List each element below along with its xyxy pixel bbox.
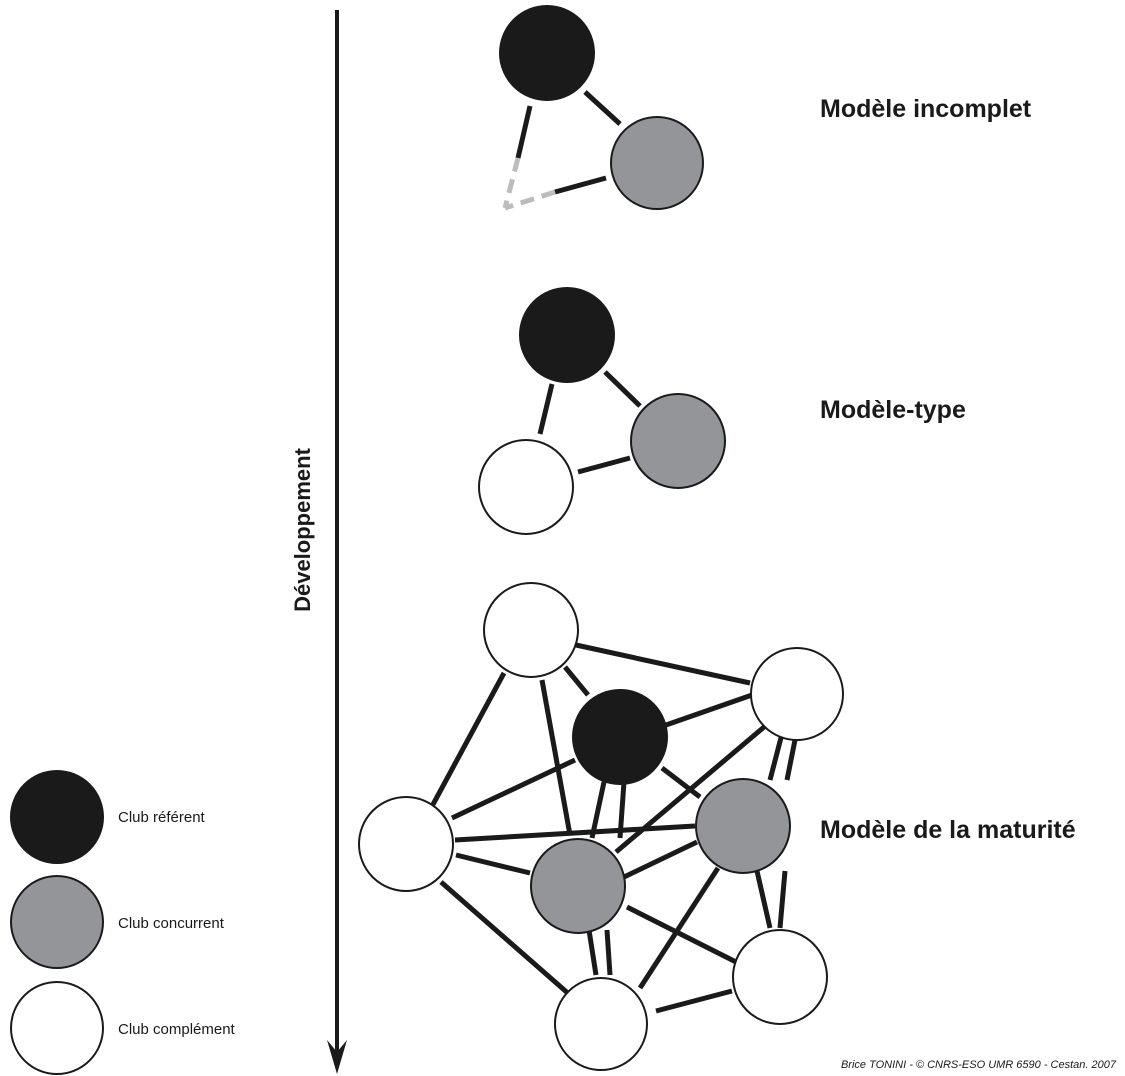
link-referent-concurrent — [603, 370, 642, 408]
legend-label-referent: Club référent — [118, 809, 206, 826]
club-referent-node — [519, 287, 615, 383]
club-referent-node — [572, 689, 668, 785]
model-title-maturite: Modèle de la maturité — [820, 816, 1076, 844]
axis-label: Développement — [290, 447, 315, 611]
link-referent-complement — [537, 383, 555, 435]
link-missing-dashed — [502, 157, 521, 209]
link — [665, 692, 753, 728]
link — [454, 823, 696, 843]
link — [575, 642, 751, 686]
model-incomplet: Modèle incomplet — [499, 5, 1032, 211]
club-concurrent-node — [695, 778, 791, 874]
club-concurrent-node — [610, 116, 704, 210]
link-referent-concurrent — [583, 90, 622, 126]
link — [450, 757, 577, 821]
link — [754, 870, 773, 929]
legend-swatch-referent — [10, 770, 104, 864]
link — [604, 929, 613, 976]
legend: Club référent Club concurrent Club compl… — [10, 770, 236, 1075]
axis-arrow-head — [327, 1040, 347, 1074]
link-missing-dashed-2 — [504, 189, 556, 211]
link — [455, 852, 531, 876]
club-complement-node — [483, 582, 579, 678]
club-complement-node — [358, 796, 454, 892]
club-complement-node — [750, 647, 844, 741]
legend-item-concurrent: Club concurrent — [10, 875, 225, 969]
link — [589, 781, 607, 839]
model-title-type: Modèle-type — [820, 396, 966, 424]
link — [655, 988, 733, 1014]
club-referent-node — [499, 5, 595, 101]
club-complement-node — [478, 439, 574, 535]
legend-item-complement: Club complément — [10, 981, 236, 1075]
legend-swatch-concurrent — [10, 875, 104, 969]
link-referent-missing — [515, 105, 533, 159]
model-maturite: Modèle de la maturité — [358, 582, 1076, 1071]
link — [660, 766, 702, 799]
club-concurrent-node — [530, 838, 626, 934]
link — [586, 929, 599, 976]
model-title-incomplet: Modèle incomplet — [820, 95, 1032, 123]
link — [637, 866, 721, 990]
model-type: Modèle-type — [478, 287, 966, 535]
club-complement-node — [732, 929, 828, 1025]
legend-swatch-complement — [10, 981, 104, 1075]
link — [777, 870, 788, 929]
link — [439, 880, 572, 997]
link-concurrent-missing — [554, 175, 607, 195]
link — [563, 665, 590, 697]
club-complement-node — [554, 977, 648, 1071]
link — [427, 671, 507, 812]
legend-item-referent: Club référent — [10, 770, 206, 864]
credit-text: Brice TONINI - © CNRS-ESO UMR 6590 - Ces… — [841, 1059, 1117, 1071]
link — [625, 904, 738, 965]
legend-label-concurrent: Club concurrent — [118, 915, 225, 932]
link — [539, 679, 573, 836]
development-axis: Développement — [290, 10, 347, 1074]
legend-label-complement: Club complément — [118, 1021, 236, 1038]
club-concurrent-node — [630, 393, 726, 489]
link — [622, 839, 699, 880]
link — [767, 729, 786, 781]
link-concurrent-complement — [577, 455, 631, 475]
